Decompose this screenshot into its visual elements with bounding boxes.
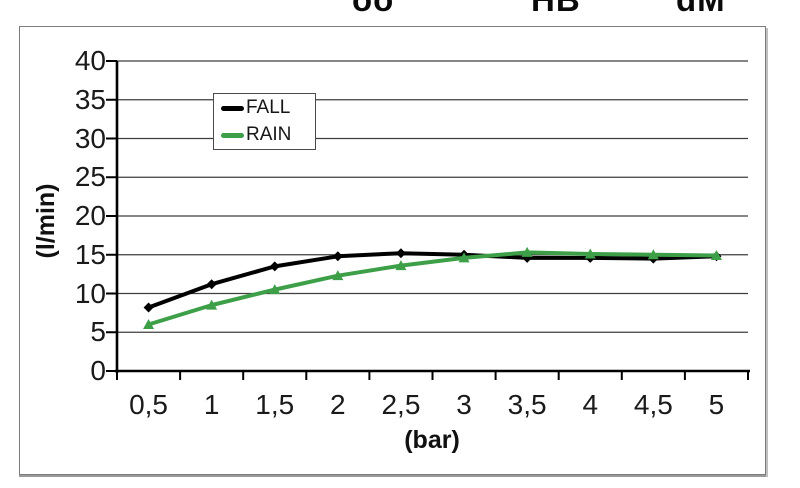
marker-fall-2.5 [395,248,406,259]
x-tick-label-3,5: 3,5 [507,389,547,420]
header-fragment-2: HB [531,0,581,12]
y-tick-label-35: 35 [74,83,106,115]
y-tick-label-5: 5 [90,316,106,348]
rain-line-swatch [221,132,244,138]
y-tick-label-0: 0 [90,355,106,386]
marker-rain-2.5 [395,260,407,271]
marker-rain-2 [332,270,344,281]
marker-rain-1 [206,299,218,310]
marker-rain-0.5 [143,319,155,329]
header-fragment-1: oo [352,0,394,12]
y-tick-label-10: 10 [74,277,106,309]
y-axis-title: (l/min) [32,183,60,259]
marker-rain-5 [710,250,722,261]
x-tick-label-4: 4 [582,389,599,420]
legend-label-fall: FALL [246,97,291,118]
marker-fall-2 [332,251,343,262]
marker-rain-1.5 [269,284,281,295]
x-tick-label-1: 1 [203,389,220,420]
x-tick-label-2: 2 [330,389,346,420]
x-tick-label-4,5: 4,5 [633,389,673,420]
x-axis-title: (bar) [404,426,460,454]
y-tick-label-30: 30 [74,122,106,154]
header-fragment-3: dM [676,0,726,12]
marker-rain-3 [458,252,470,263]
marker-rain-3.5 [521,246,533,257]
series-line-rain [146,250,719,327]
y-tick-label-15: 15 [74,238,106,270]
series-line-fall [146,251,719,310]
marker-fall-1.5 [269,261,280,272]
x-tick-label-5: 5 [708,389,725,420]
fall-line-swatch [221,105,244,111]
marker-rain-4.5 [647,249,659,260]
x-tick-label-0,5: 0,5 [129,389,169,420]
legend: FALL RAIN [213,93,316,150]
marker-fall-0.5 [143,302,154,313]
y-tick-label-20: 20 [74,200,106,231]
y-tick-label-25: 25 [74,161,106,193]
x-tick-label-1,5: 1,5 [255,389,295,420]
x-tick-label-3: 3 [456,389,472,420]
legend-item-rain: RAIN [221,125,315,145]
legend-label-rain: RAIN [246,124,292,145]
clipped-header-text: oo HB dM [0,0,800,12]
marker-rain-4 [584,248,596,259]
y-tick-label-40: 40 [74,45,106,76]
marker-fall-1 [206,279,217,290]
x-tick-label-2,5: 2,5 [381,389,421,420]
chart-panel: 0 5 10 15 20 25 30 35 40 0,5 1 1,5 2 2,5 3 3,5 4 4,5 5 (l/… [19,26,766,475]
legend-item-fall: FALL [221,98,315,118]
